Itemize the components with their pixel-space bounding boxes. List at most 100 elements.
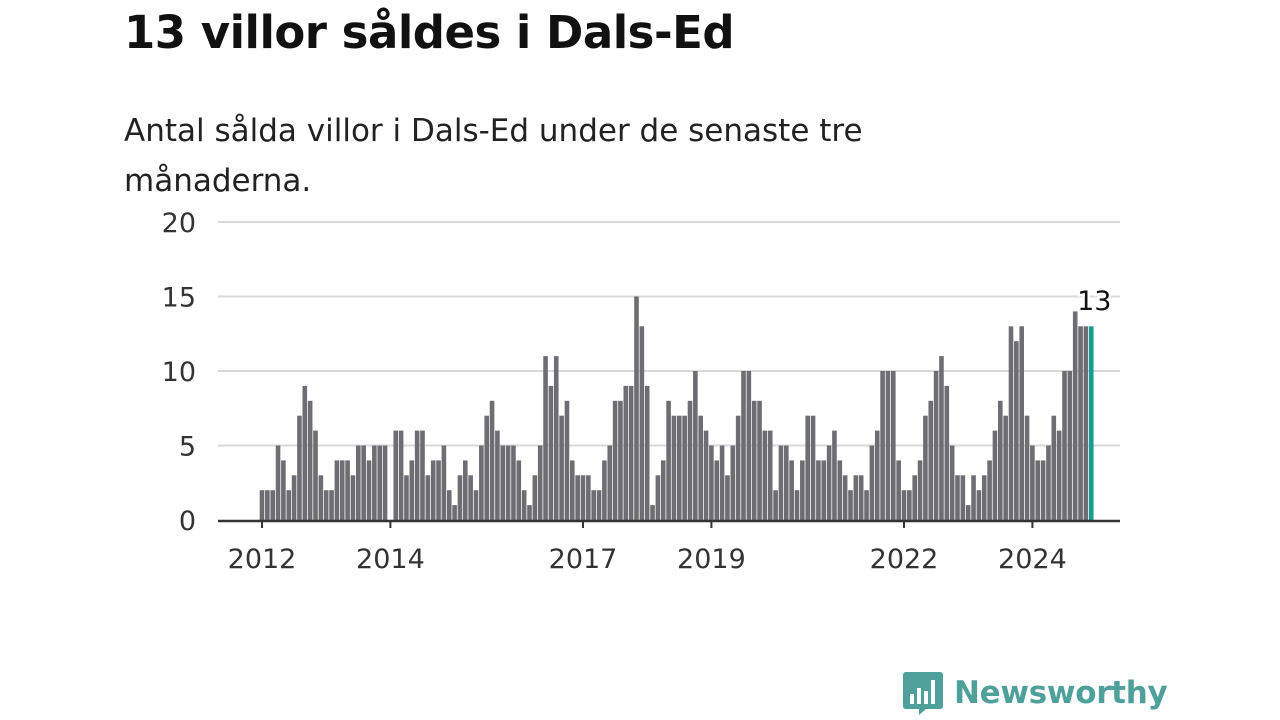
- bar: [468, 475, 473, 520]
- bar: [420, 430, 425, 520]
- bar: [853, 475, 859, 520]
- bar: [361, 445, 366, 520]
- bar: [634, 296, 639, 520]
- bar: [832, 430, 837, 520]
- bar: [1051, 415, 1057, 520]
- bar: [532, 475, 538, 520]
- bar: [259, 490, 265, 520]
- bar: [998, 400, 1003, 520]
- x-tick-label: 2024: [998, 544, 1067, 575]
- bar: [1008, 326, 1014, 520]
- bar: [698, 415, 703, 520]
- bar: [693, 371, 698, 520]
- bar: [955, 475, 960, 520]
- bar: [864, 490, 869, 520]
- highlighted-bar: [1088, 326, 1094, 520]
- gridlines: [218, 221, 1120, 447]
- bar: [409, 460, 415, 520]
- bar: [398, 430, 404, 520]
- bar: [366, 460, 372, 520]
- bar: [821, 460, 827, 520]
- bar: [463, 460, 468, 520]
- bar: [489, 400, 495, 520]
- bar: [901, 490, 907, 520]
- bar-chart: 0 5 10 15 20 2012 2014 2017 2019 2022 2024 13: [162, 208, 1120, 575]
- bar: [944, 385, 950, 520]
- bar: [784, 445, 789, 520]
- y-tick-label: 15: [162, 283, 196, 314]
- bar: [1003, 415, 1008, 520]
- x-tick-label: 2022: [870, 544, 939, 575]
- bar: [286, 490, 292, 520]
- bar: [591, 490, 596, 520]
- x-tick-label: 2012: [228, 544, 297, 575]
- bar: [521, 490, 527, 520]
- bar: [923, 415, 928, 520]
- bar: [382, 445, 388, 520]
- bar: [1014, 341, 1019, 520]
- bar: [1046, 445, 1051, 520]
- bar: [650, 505, 655, 520]
- bar: [682, 415, 687, 520]
- bar: [735, 415, 741, 520]
- bar: [484, 415, 489, 520]
- bar: [1019, 326, 1024, 520]
- x-axis: 2012 2014 2017 2019 2022 2024: [218, 519, 1120, 575]
- bar: [858, 475, 864, 520]
- bar: [789, 460, 794, 520]
- bar: [677, 415, 682, 520]
- bar: [323, 490, 329, 520]
- newsworthy-logo: Newsworthy: [902, 670, 1168, 716]
- bar: [639, 326, 645, 520]
- bar: [596, 490, 602, 520]
- bar: [837, 460, 843, 520]
- bar: [404, 475, 409, 520]
- bar: [976, 490, 982, 520]
- bar: [928, 400, 934, 520]
- bar: [511, 445, 516, 520]
- bar: [377, 445, 382, 520]
- bar: [479, 445, 484, 520]
- bar: [767, 430, 773, 520]
- bar: [270, 490, 275, 520]
- bar: [971, 475, 976, 520]
- bar: [671, 415, 677, 520]
- bar: [805, 415, 810, 520]
- y-tick-label: 20: [162, 208, 196, 239]
- bar: [987, 460, 992, 520]
- bar: [939, 356, 944, 520]
- bar: [607, 445, 613, 520]
- bar: [559, 415, 564, 520]
- bar: [527, 505, 532, 520]
- bar: [800, 460, 805, 520]
- bar: [757, 400, 762, 520]
- bar: [345, 460, 350, 520]
- y-axis-labels: 0 5 10 15 20: [162, 208, 196, 537]
- bar: [666, 400, 671, 520]
- bar: [553, 356, 559, 520]
- bar: [816, 460, 821, 520]
- bar: [329, 490, 334, 520]
- bar: [505, 445, 511, 520]
- bar: [891, 371, 896, 520]
- bar: [318, 475, 324, 520]
- x-tick-label: 2017: [549, 544, 618, 575]
- bar: [826, 445, 832, 520]
- bar: [746, 371, 752, 520]
- bar: [265, 490, 270, 520]
- bar: [1067, 371, 1073, 520]
- bar: [810, 415, 816, 520]
- y-tick-label: 5: [179, 432, 196, 463]
- bar: [313, 430, 318, 520]
- chart-title: 13 villor såldes i Dals-Ed: [124, 6, 735, 59]
- bar: [778, 445, 784, 520]
- bar: [302, 385, 308, 520]
- bar: [644, 385, 650, 520]
- last-value-label: 13: [1077, 286, 1111, 317]
- bar: [414, 430, 420, 520]
- chart-subtitle: Antal sålda villor i Dals-Ed under de se…: [124, 113, 863, 199]
- bar: [730, 445, 736, 520]
- bar: [1024, 415, 1030, 520]
- bar: [714, 460, 720, 520]
- bar: [500, 445, 506, 520]
